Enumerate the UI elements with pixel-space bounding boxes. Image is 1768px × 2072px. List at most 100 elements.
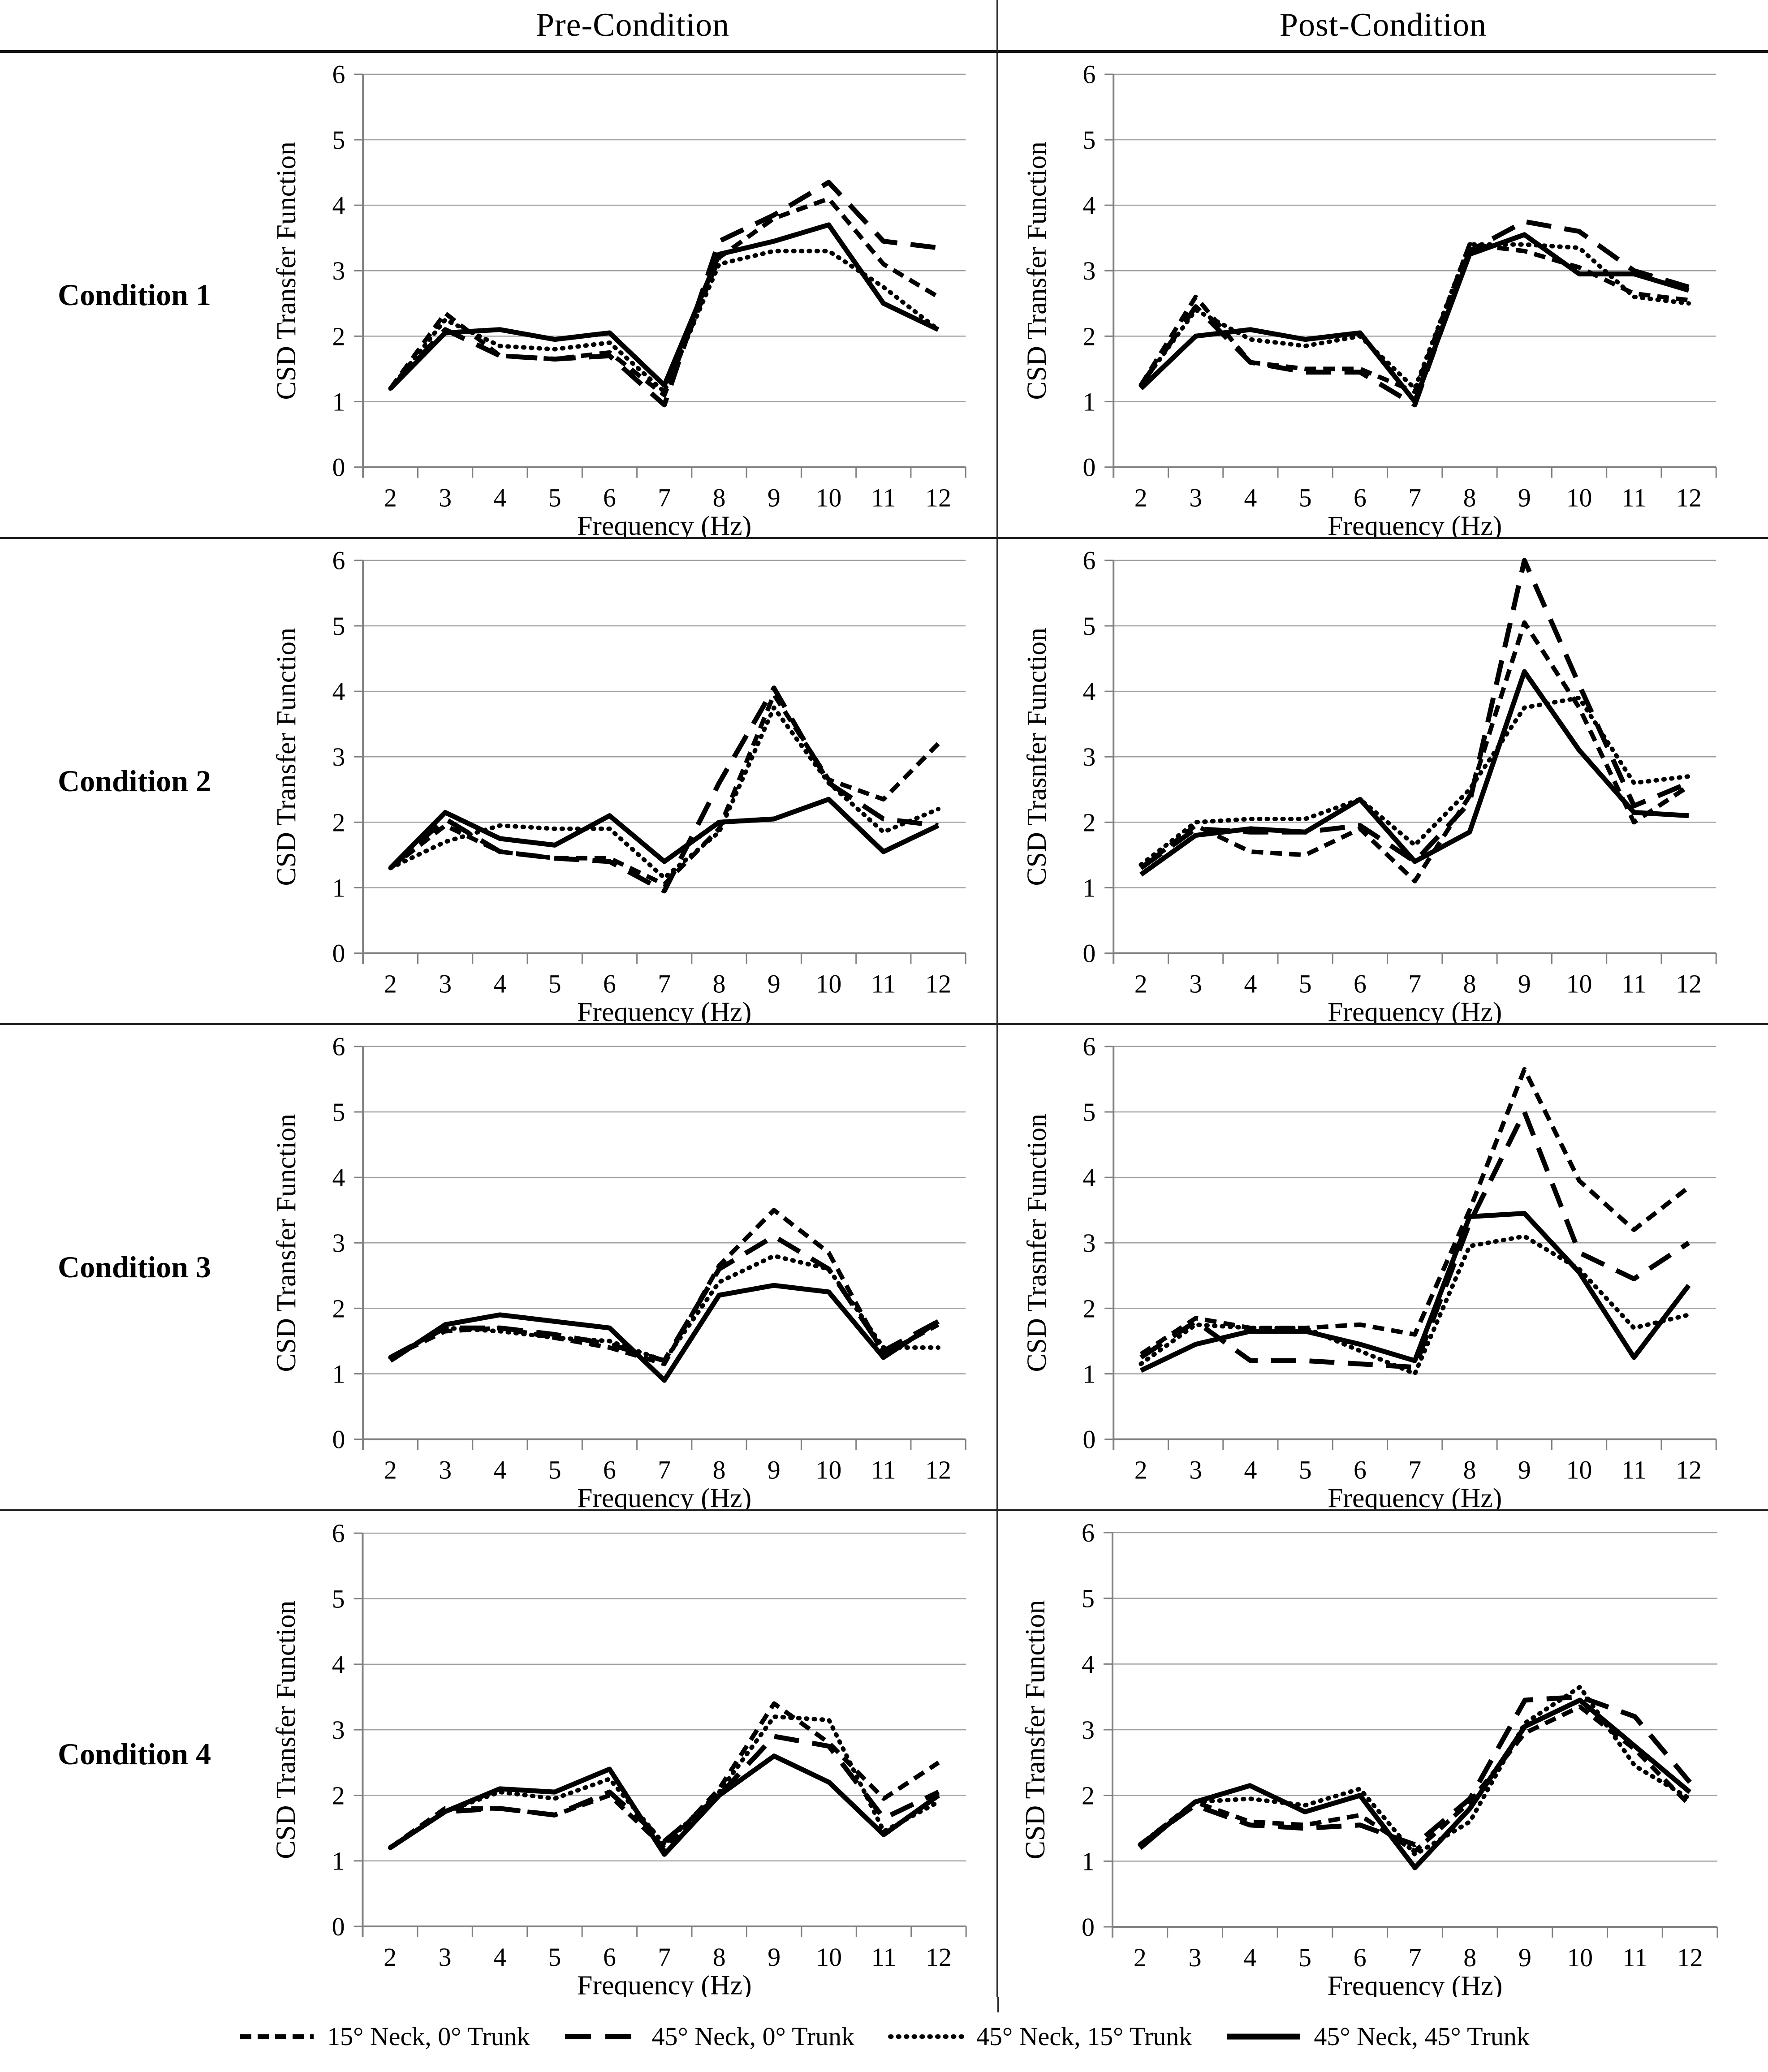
x-tick-label: 3 — [439, 1456, 452, 1484]
y-tick-label: 5 — [1082, 126, 1095, 155]
legend-item-15-neck-0-trunk: 15° Neck, 0° Trunk — [238, 2021, 530, 2051]
legend-solid-line-icon — [1227, 2033, 1301, 2039]
y-tick-label: 4 — [332, 1164, 345, 1192]
x-tick-label: 2 — [1134, 1943, 1147, 1972]
x-tick-label: 12 — [1676, 484, 1702, 512]
series-line-longdash — [388, 685, 939, 894]
series-line-dotted — [1138, 1234, 1691, 1376]
condition-3-label: Condition 3 — [58, 1250, 211, 1284]
x-tick-label: 8 — [713, 970, 726, 998]
post-condition-title: Post-Condition — [1279, 6, 1487, 43]
y-tick-label: 1 — [1082, 874, 1095, 902]
x-tick-label: 11 — [871, 484, 896, 512]
x-tick-label: 9 — [1518, 1456, 1531, 1484]
series-line-longdash — [388, 180, 939, 408]
x-tick-label: 4 — [493, 484, 506, 512]
x-tick-label: 7 — [658, 1456, 671, 1484]
y-tick-label: 2 — [332, 323, 345, 351]
y-tick-label: 5 — [1082, 612, 1095, 641]
x-tick-label: 9 — [768, 1456, 781, 1484]
series-line-dotted — [1138, 1684, 1692, 1857]
x-tick-label: 3 — [1189, 1456, 1202, 1484]
series-line-longdash — [1139, 558, 1690, 870]
x-tick-label: 8 — [1463, 1456, 1476, 1484]
chart-condition-4-pre: 0 1 2 3 4 5 6 2 3 4 5 6 7 8 9 10 11 12 Frequency (Hz) CSD T… — [269, 1511, 998, 1997]
condition-1-label: Condition 1 — [58, 278, 211, 312]
x-tick-label: 5 — [548, 1943, 561, 1972]
y-tick-label: 0 — [1082, 454, 1095, 482]
y-axis-title: CSD Transfer Function — [271, 142, 302, 400]
chart-condition-3-pre: 0 1 2 3 4 5 6 2 3 4 5 6 7 8 9 10 11 12 Frequency (Hz) CSD T… — [269, 1025, 998, 1511]
x-tick-label: 4 — [1244, 1456, 1257, 1484]
series-line-longdash — [388, 1734, 940, 1850]
y-tick-label: 6 — [1082, 547, 1095, 575]
y-axis-title: CSD Transfer Function — [1022, 142, 1052, 400]
x-tick-label: 7 — [1408, 970, 1421, 998]
y-tick-label: 4 — [1082, 678, 1095, 706]
series-line-solid — [1139, 232, 1690, 404]
y-tick-label: 3 — [332, 1715, 345, 1745]
y-tick-label: 6 — [1082, 1033, 1095, 1061]
x-tick-label: 12 — [1676, 1456, 1702, 1484]
y-tick-label: 5 — [1082, 1584, 1095, 1613]
x-axis-title: Frequency (Hz) — [1328, 1483, 1502, 1509]
y-tick-label: 6 — [332, 1033, 345, 1061]
chart-condition-2-pre: 0 1 2 3 4 5 6 2 3 4 5 6 7 8 9 10 11 12 Frequency (Hz) CSD T… — [269, 539, 998, 1025]
series-line-dashed — [388, 196, 940, 397]
x-tick-label: 5 — [1298, 1943, 1311, 1972]
x-tick-label: 8 — [1463, 1943, 1476, 1972]
y-tick-label: 4 — [332, 1650, 345, 1679]
y-tick-label: 3 — [332, 1229, 345, 1258]
y-tick-label: 6 — [1082, 1518, 1095, 1547]
x-tick-label: 12 — [925, 1456, 951, 1484]
x-tick-label: 7 — [1409, 1943, 1422, 1972]
x-tick-label: 11 — [1621, 484, 1647, 512]
column-title-pre: Pre-Condition — [269, 0, 998, 53]
y-tick-label: 3 — [1082, 1715, 1095, 1745]
series-line-dashed — [388, 1701, 940, 1850]
x-tick-label: 11 — [871, 1456, 896, 1484]
y-tick-label: 2 — [332, 1781, 345, 1810]
y-axis-title: CSD Transfer Function — [271, 628, 302, 886]
x-tick-label: 6 — [1354, 1456, 1367, 1484]
x-tick-label: 5 — [548, 970, 561, 998]
x-tick-label: 3 — [1189, 970, 1202, 998]
y-tick-label: 5 — [332, 612, 345, 641]
y-tick-label: 6 — [1082, 61, 1095, 89]
y-tick-label: 4 — [1082, 1650, 1095, 1679]
y-axis-title: CSD Trasnfer Function — [1022, 1114, 1052, 1372]
legend-item-45-neck-15-trunk: 45° Neck, 15° Trunk — [888, 2021, 1192, 2051]
x-tick-label: 8 — [713, 1456, 726, 1484]
x-tick-label: 8 — [1463, 484, 1476, 512]
y-tick-label: 2 — [1082, 809, 1095, 837]
column-divider-stub — [997, 1997, 999, 2012]
series-line-solid — [388, 797, 940, 870]
y-tick-label: 2 — [1082, 323, 1095, 351]
x-tick-label: 6 — [603, 1943, 616, 1972]
x-tick-label: 2 — [384, 1943, 397, 1972]
y-tick-label: 3 — [332, 743, 345, 771]
x-tick-label: 10 — [816, 484, 842, 512]
y-tick-label: 5 — [332, 1098, 345, 1127]
condition-4-label: Condition 4 — [58, 1737, 211, 1771]
header-corner-spacer — [0, 0, 269, 53]
x-tick-label: 2 — [384, 970, 397, 998]
x-tick-label: 4 — [493, 1943, 506, 1972]
x-tick-label: 9 — [768, 484, 781, 512]
series-line-dashed — [389, 692, 940, 887]
x-tick-label: 3 — [439, 484, 452, 512]
chart-condition-1-post: 0 1 2 3 4 5 6 2 3 4 5 6 7 8 9 10 11 12 Frequency (Hz) CSD T… — [998, 53, 1768, 539]
y-tick-label: 5 — [332, 126, 345, 155]
x-tick-label: 4 — [493, 970, 506, 998]
legend-dashed-line-icon — [240, 2034, 314, 2039]
legend-item-45-neck-0-trunk: 45° Neck, 0° Trunk — [563, 2021, 854, 2051]
x-tick-label: 10 — [1566, 484, 1592, 512]
series-line-solid — [1138, 1697, 1692, 1870]
x-tick-label: 8 — [1463, 970, 1476, 998]
x-tick-label: 5 — [548, 1456, 561, 1484]
x-tick-label: 10 — [1566, 1456, 1592, 1484]
